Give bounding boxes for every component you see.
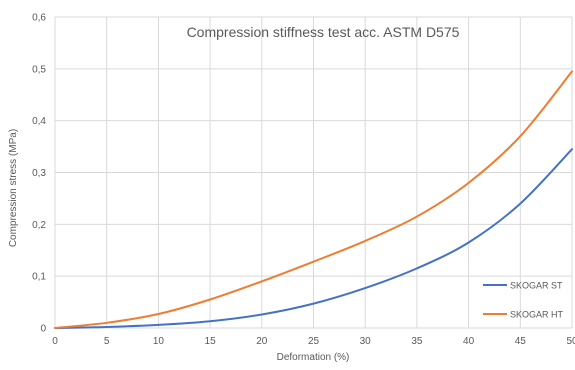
x-tick-label: 50 [566, 336, 575, 347]
legend-item: SKOGAR ST [483, 281, 563, 291]
x-tick-label: 15 [205, 336, 217, 347]
series-line-skogar-st [54, 148, 573, 329]
chart-title: Compression stiffness test acc. ASTM D57… [187, 24, 460, 40]
axes: 0 5 10 15 20 25 30 35 40 45 50 0 0,1 0,2 0,3 0,4 0,5 0,6 [32, 13, 575, 348]
legend-label: SKOGAR HT [510, 310, 564, 320]
x-tick-label: 30 [360, 336, 372, 347]
legend-item: SKOGAR HT [483, 310, 564, 320]
y-tick-label: 0,6 [32, 13, 46, 24]
x-tick-label: 35 [411, 336, 423, 347]
x-tick-label: 25 [308, 336, 320, 347]
x-tick-label: 0 [52, 336, 58, 347]
y-tick-label: 0 [40, 324, 46, 335]
y-tick-label: 0,3 [32, 168, 46, 179]
series-lines [54, 70, 573, 329]
y-tick-label: 0,4 [32, 116, 46, 127]
x-axis-label: Deformation (%) [277, 352, 350, 363]
legend: SKOGAR ST SKOGAR HT [483, 281, 564, 320]
x-tick-label: 45 [515, 336, 527, 347]
x-tick-label: 20 [256, 336, 268, 347]
series-line-skogar-ht [54, 70, 573, 329]
x-tick-label: 10 [153, 336, 165, 347]
y-tick-label: 0,5 [32, 64, 46, 75]
x-tick-label: 5 [104, 336, 110, 347]
x-tick-label: 40 [463, 336, 475, 347]
y-tick-label: 0,2 [32, 220, 46, 231]
y-tick-label: 0,1 [32, 272, 46, 283]
y-axis-label: Compression stress (MPa) [8, 129, 19, 247]
legend-label: SKOGAR ST [510, 281, 563, 291]
gridlines [54, 16, 573, 329]
